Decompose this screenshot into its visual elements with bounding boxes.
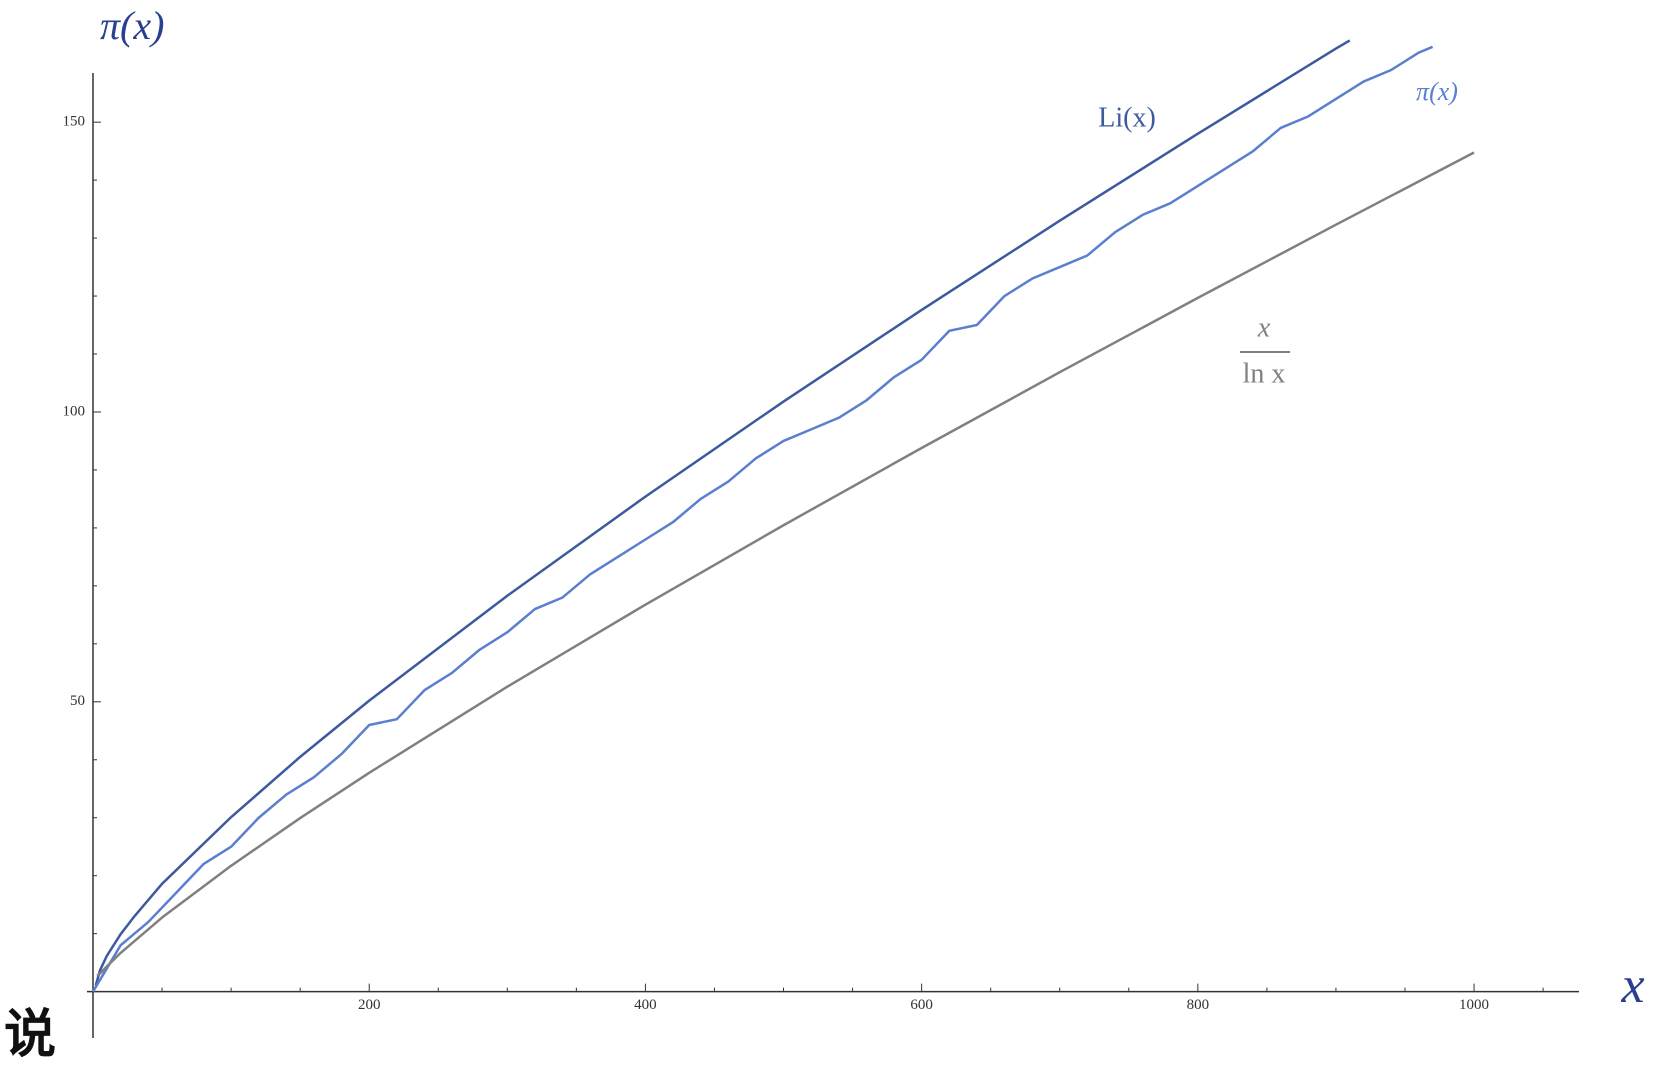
fraction-denominator: ln x — [1243, 358, 1286, 389]
y-axis-label: π(x) — [100, 3, 164, 48]
series-line — [96, 151, 1475, 977]
x-tick-label: 1000 — [1459, 997, 1489, 1013]
x-axis-label: x — [1620, 957, 1644, 1014]
x-tick-label: 800 — [1187, 997, 1210, 1013]
fraction-numerator: x — [1257, 312, 1271, 343]
x-tick-label: 400 — [634, 997, 657, 1013]
series-line — [91, 45, 1434, 993]
y-tick-label: 100 — [63, 403, 86, 419]
series-label: π(x) — [1416, 77, 1458, 106]
series-line — [94, 39, 1351, 986]
x-tick-label: 200 — [358, 997, 381, 1013]
y-tick-label: 150 — [63, 114, 86, 130]
y-tick-label: 50 — [70, 693, 85, 709]
series-label: Li(x) — [1098, 102, 1156, 133]
watermark: 说 — [4, 1006, 56, 1064]
x-tick-label: 600 — [910, 997, 933, 1013]
